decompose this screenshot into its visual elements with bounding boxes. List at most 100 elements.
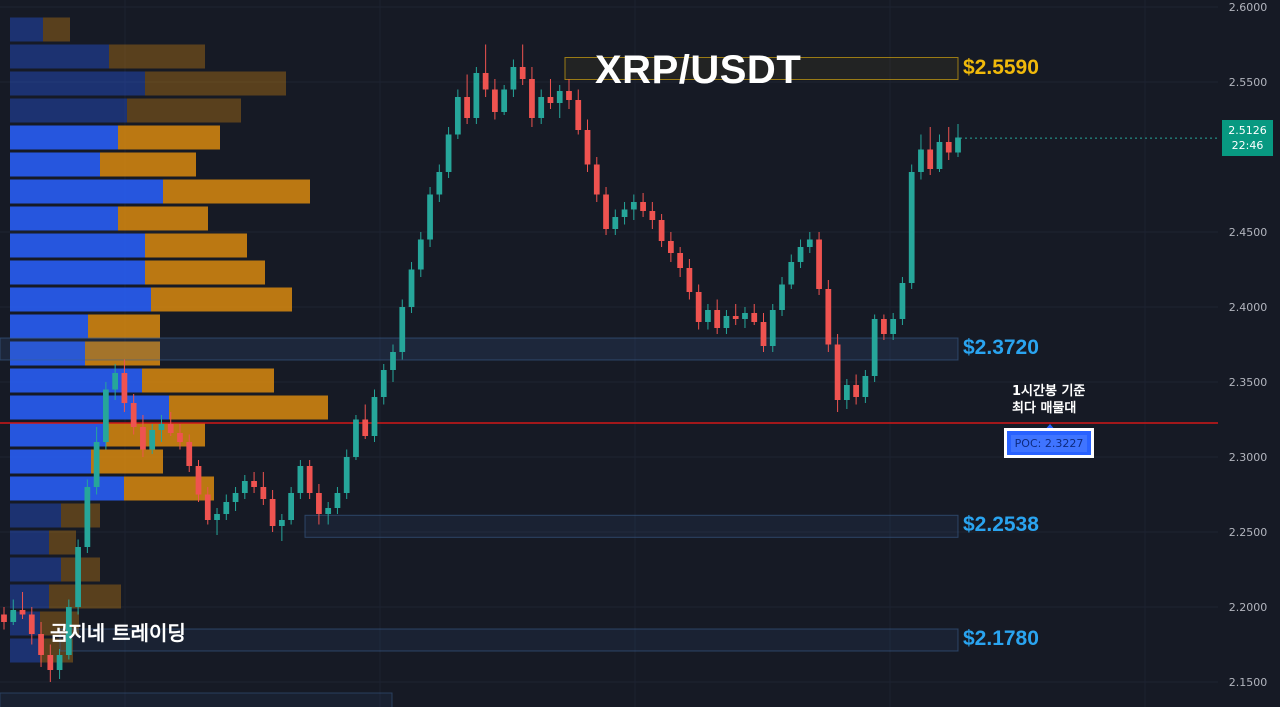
candle-body (65, 607, 72, 655)
candle-body (130, 403, 137, 427)
y-tick-label: 2.2000 (1229, 601, 1268, 614)
poc-note-line1: 1시간봉 기준 (1012, 384, 1086, 399)
candlestick-series (1, 44, 1218, 682)
candle-body (945, 142, 952, 153)
candle-body (316, 493, 322, 514)
candle-body (927, 149, 934, 169)
candle-body (334, 493, 341, 508)
profile-buy-bar (10, 98, 127, 123)
candle-body (103, 389, 109, 442)
profile-sell-bar (43, 17, 70, 42)
candle-body (686, 268, 693, 292)
level-zone (304, 514, 959, 538)
candle-body (140, 427, 146, 450)
candle-body (297, 466, 304, 493)
profile-buy-bar (10, 530, 49, 555)
candle-body (843, 385, 850, 400)
profile-sell-bar (85, 341, 160, 366)
profile-buy-bar (10, 260, 145, 285)
candle-body (269, 499, 276, 526)
candle-body (825, 289, 832, 345)
candle-body (908, 172, 915, 283)
candle-body (677, 253, 684, 268)
level-label-2559: $2.5590 (963, 55, 1039, 79)
profile-sell-bar (145, 233, 247, 258)
profile-sell-bar (91, 449, 163, 474)
candle-body (714, 310, 721, 328)
profile-buy-bar (10, 233, 145, 258)
profile-sell-bar (163, 179, 310, 204)
candle-body (28, 614, 35, 634)
candle-body (862, 376, 869, 397)
candle-body (84, 487, 91, 547)
candle-body (510, 67, 517, 90)
profile-buy-bar (10, 449, 91, 474)
candle-body (593, 164, 600, 195)
candle-body (871, 319, 878, 376)
profile-buy-bar (10, 314, 88, 339)
candle-body (918, 149, 924, 172)
candle-body (621, 209, 628, 217)
y-tick-label: 2.1500 (1229, 676, 1268, 689)
candle-body (649, 211, 656, 220)
candle-body (806, 239, 813, 247)
candle-body (769, 310, 776, 346)
y-tick-label: 2.5500 (1229, 76, 1268, 89)
profile-buy-bar (10, 44, 109, 69)
candle-body (10, 610, 17, 622)
profile-sell-bar (142, 368, 274, 393)
profile-sell-bar (49, 584, 121, 609)
candle-body (251, 481, 257, 487)
candle-body (603, 194, 609, 229)
candle-body (121, 373, 128, 403)
profile-buy-bar (10, 395, 169, 420)
candle-body (167, 424, 174, 433)
candle-body (149, 430, 156, 450)
candle-body (241, 481, 248, 493)
candle-body (797, 247, 804, 262)
profile-buy-bar (10, 584, 49, 609)
level-zones (0, 57, 1218, 707)
profile-buy-bar (10, 422, 106, 447)
candle-body (668, 241, 674, 253)
candle-body (695, 292, 702, 322)
candle-body (705, 310, 711, 322)
candle-body (742, 313, 748, 319)
y-tick-label: 2.3500 (1229, 376, 1268, 389)
profile-sell-bar (49, 530, 76, 555)
candle-body (853, 385, 859, 397)
candle-body (158, 424, 165, 430)
candle-body (214, 514, 220, 520)
candle-body (93, 442, 100, 487)
candle-body (19, 610, 26, 615)
candle-body (566, 91, 572, 100)
candle-body (473, 73, 480, 118)
candle-body (445, 134, 452, 172)
candle-body (881, 319, 887, 334)
profile-sell-bar (169, 395, 328, 420)
y-tick-label: 2.2500 (1229, 526, 1268, 539)
candle-body (390, 352, 396, 370)
poc-note-line2: 최다 매물대 (1012, 401, 1077, 416)
candle-body (380, 370, 387, 397)
candle-body (47, 655, 54, 670)
profile-sell-bar (118, 125, 220, 150)
profile-sell-bar (145, 260, 265, 285)
candle-body (408, 269, 415, 307)
profile-sell-bar (151, 287, 292, 312)
candle-body (232, 493, 239, 502)
y-tick-label: 2.4500 (1229, 226, 1268, 239)
profile-sell-bar (88, 314, 160, 339)
profile-sell-bar (100, 152, 196, 177)
candle-body (519, 67, 526, 79)
candle-body (547, 97, 554, 103)
candle-body (834, 344, 841, 400)
profile-buy-bar (10, 179, 163, 204)
candle-body (325, 508, 332, 514)
level-zone (59, 628, 959, 652)
brand-watermark: 곰지네 트레이딩 (50, 621, 186, 645)
candle-body (417, 239, 424, 270)
y-tick-label: 2.3000 (1229, 451, 1268, 464)
candle-body (501, 89, 508, 112)
